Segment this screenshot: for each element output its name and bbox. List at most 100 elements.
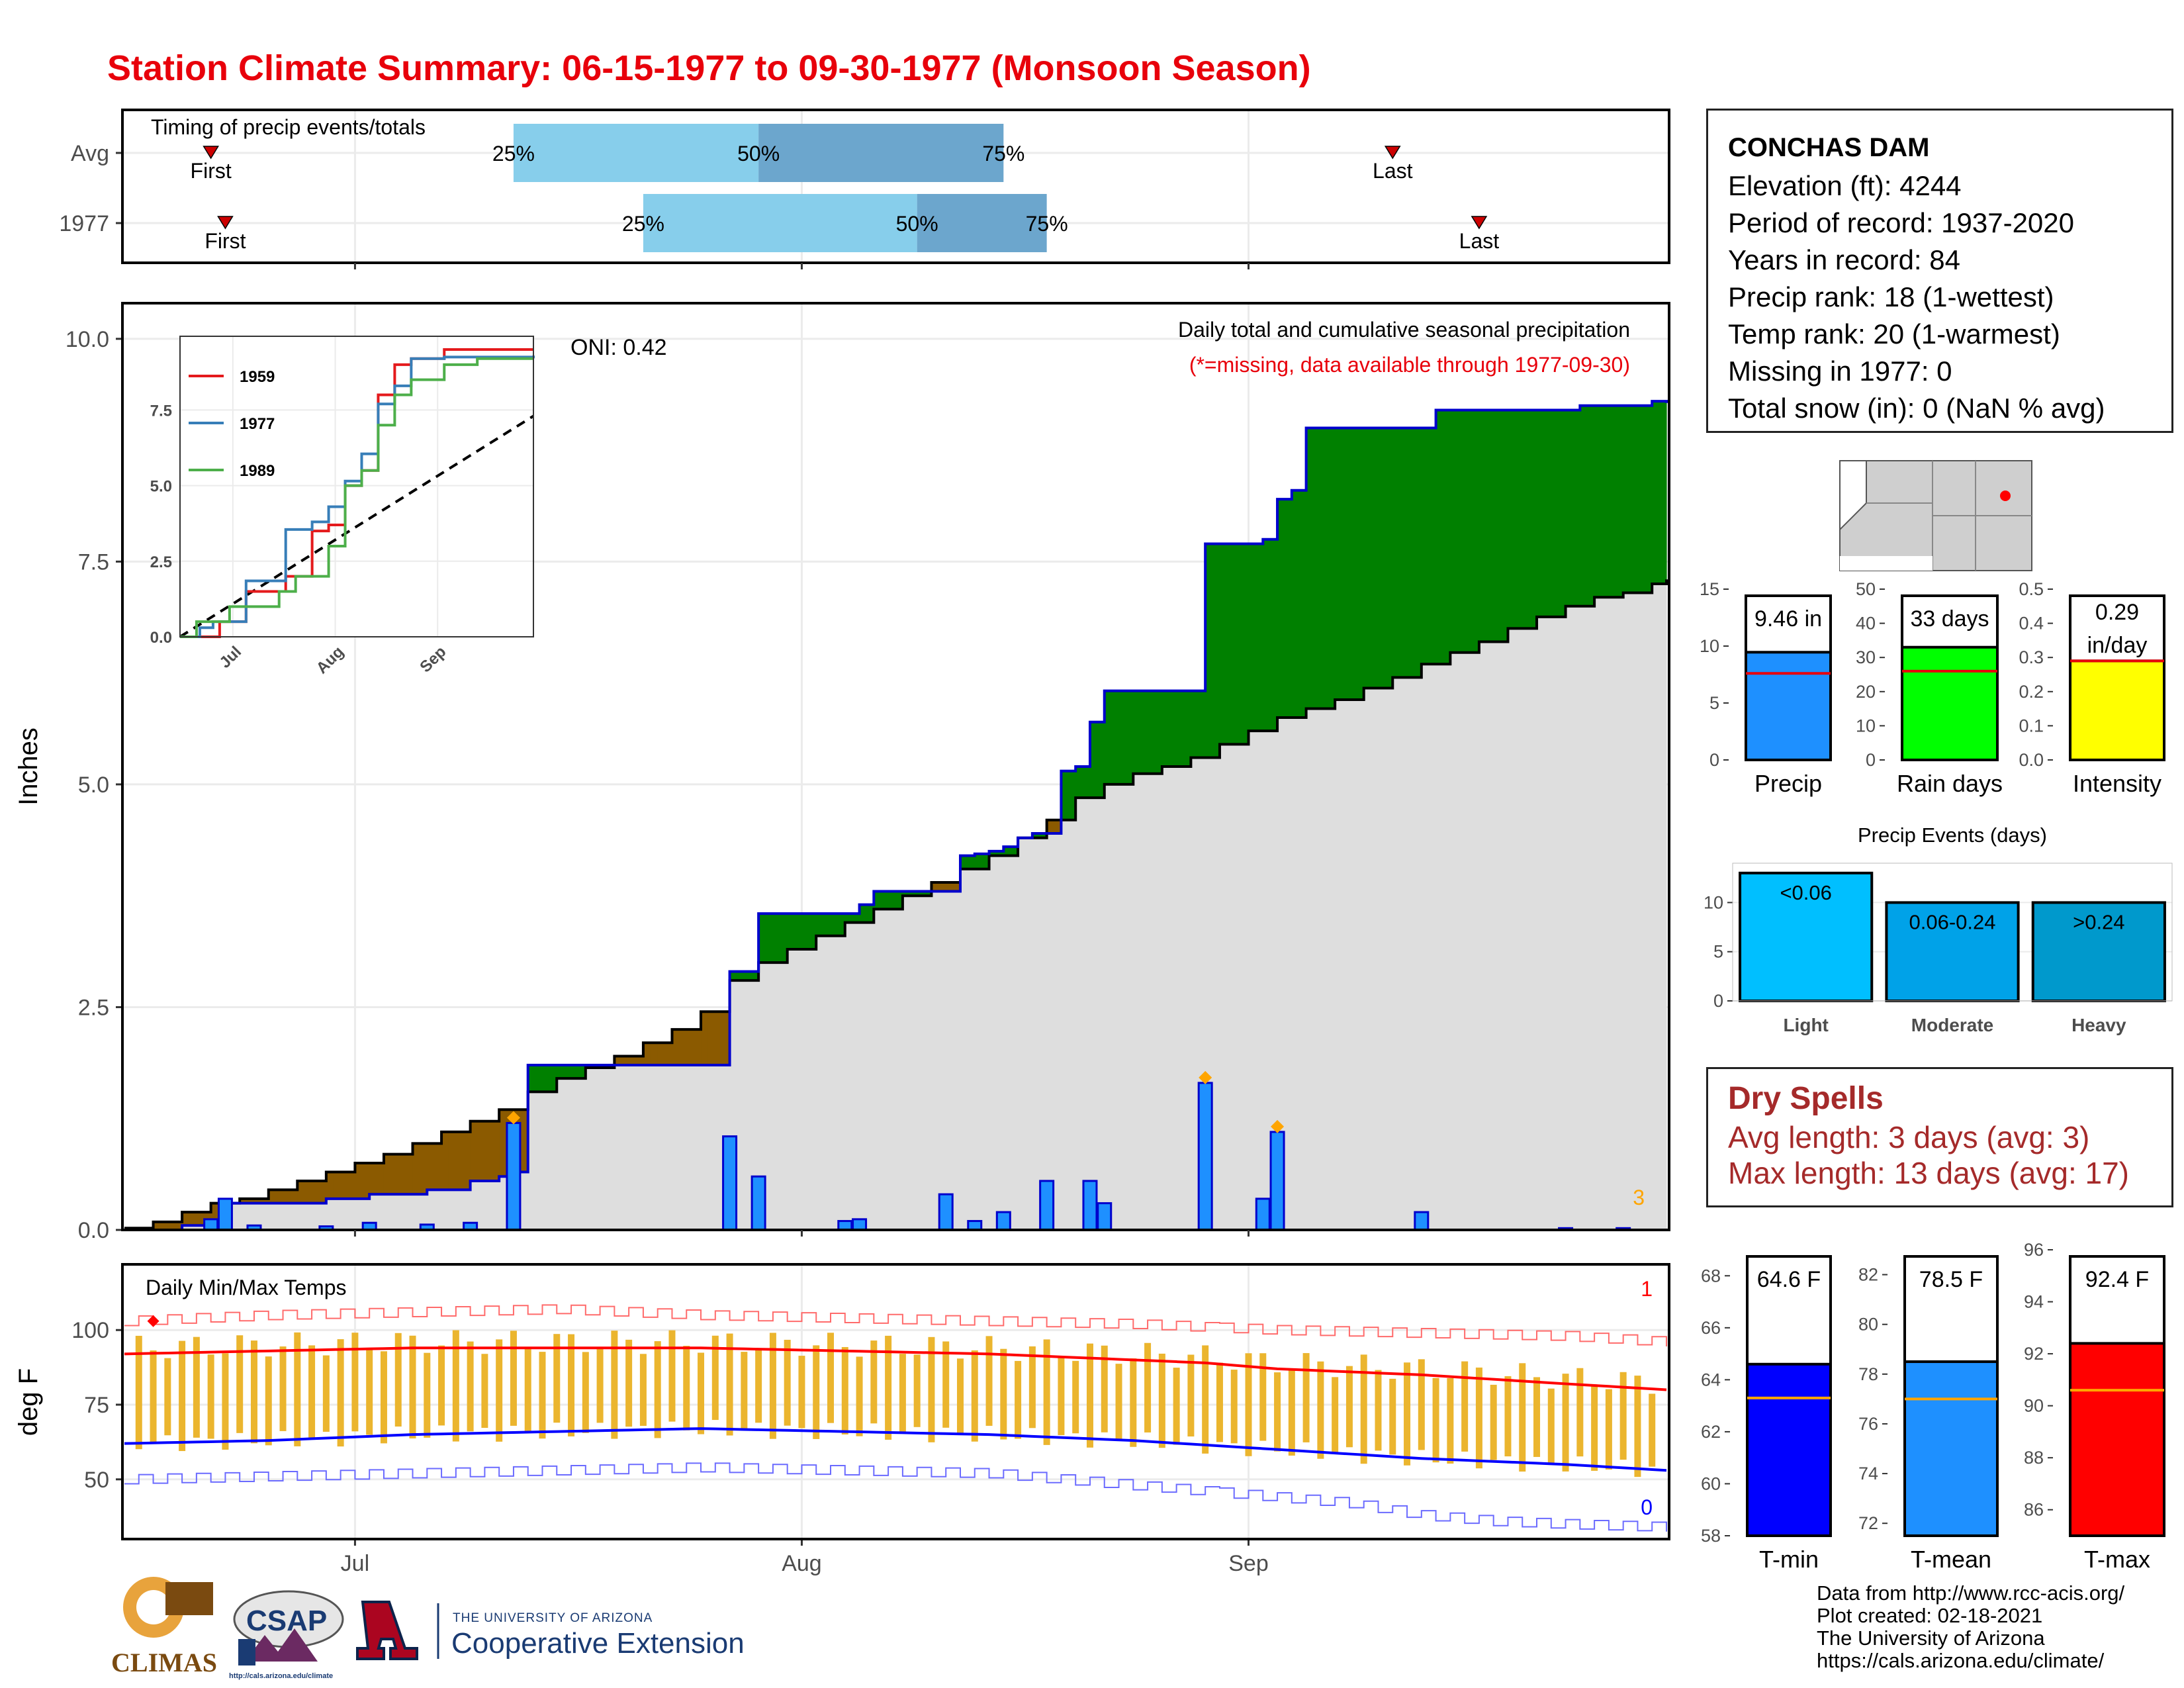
precip-normal-fill bbox=[1428, 664, 1437, 1230]
inset-legend-label: 1977 bbox=[240, 415, 275, 433]
precip-below-fill bbox=[441, 1131, 449, 1190]
precip-normal-fill bbox=[766, 962, 774, 1230]
precip-below-fill bbox=[953, 882, 961, 892]
precip-normal-fill bbox=[1320, 708, 1328, 1230]
temp-y-tick-label: 50 bbox=[84, 1468, 109, 1493]
precip-above-fill bbox=[1385, 428, 1393, 688]
precip-daily-bar bbox=[967, 1220, 983, 1231]
events-title: Precip Events (days) bbox=[1858, 823, 2047, 847]
precip-daily-bar bbox=[751, 1175, 766, 1231]
stat-panel-0-value-label: 9.46 in bbox=[1754, 606, 1822, 632]
precip-normal-fill bbox=[420, 1194, 428, 1230]
precip-normal-fill bbox=[1443, 664, 1451, 1230]
events-bar-label: 0.06-0.24 bbox=[1909, 910, 1996, 933]
precip-below-fill bbox=[520, 1109, 529, 1172]
precip-normal-fill bbox=[1054, 833, 1062, 1230]
timing-p50-label: 50% bbox=[737, 142, 780, 165]
inset-series-line bbox=[180, 357, 533, 638]
events-tick-label: 5 bbox=[1713, 942, 1723, 962]
precip-below-fill bbox=[946, 882, 954, 892]
inset-y-tick-label: 7.5 bbox=[150, 402, 172, 420]
precip-normal-fill bbox=[1039, 837, 1048, 1230]
precip-above-fill bbox=[1298, 490, 1307, 718]
precip-normal-fill bbox=[1608, 597, 1617, 1230]
temp-stat-panel-0-tick-label: 64 bbox=[1701, 1370, 1721, 1389]
temp-record-high-marker bbox=[147, 1315, 159, 1327]
precip-normal-fill bbox=[441, 1190, 449, 1230]
precip-above-fill bbox=[1234, 543, 1242, 745]
precip-normal-fill bbox=[787, 949, 796, 1230]
temp-daily-range-bar bbox=[380, 1351, 387, 1444]
precip-normal-fill bbox=[1255, 731, 1263, 1230]
precip-above-fill bbox=[895, 891, 903, 910]
temp-daily-range-bar bbox=[985, 1336, 993, 1426]
temp-daily-range-bar bbox=[279, 1346, 287, 1431]
precip-above-fill bbox=[542, 1064, 550, 1092]
precip-above-fill bbox=[1572, 410, 1580, 606]
precip-below-fill bbox=[636, 1056, 644, 1065]
precip-above-fill bbox=[1594, 405, 1602, 598]
timing-first-marker bbox=[203, 146, 219, 160]
precip-above-fill bbox=[902, 891, 911, 896]
precip-normal-fill bbox=[636, 1064, 644, 1230]
precip-normal-fill bbox=[809, 949, 817, 1230]
precip-normal-fill bbox=[578, 1078, 586, 1230]
temp-daily-range-bar bbox=[1519, 1363, 1526, 1472]
temp-stat-panel-0-tick-label: 68 bbox=[1701, 1266, 1721, 1286]
temp-stat-panel-0-bar bbox=[1746, 1362, 1832, 1538]
timing-p25-label: 25% bbox=[622, 212, 664, 236]
precip-normal-fill bbox=[340, 1198, 349, 1230]
temp-daily-range-bar bbox=[1173, 1368, 1180, 1445]
precip-below-fill bbox=[275, 1190, 284, 1203]
precip-normal-fill bbox=[1046, 833, 1055, 1230]
precip-below-fill bbox=[621, 1056, 629, 1065]
precip-normal-fill bbox=[398, 1194, 406, 1230]
precip-above-fill bbox=[852, 914, 860, 923]
precip-below-fill bbox=[463, 1131, 471, 1190]
precip-normal-fill bbox=[823, 935, 831, 1230]
station-temp-rank: Temp rank: 20 (1-warmest) bbox=[1728, 318, 2060, 350]
precip-above-fill bbox=[1450, 410, 1458, 653]
precip-above-fill bbox=[823, 914, 831, 936]
precip-above-fill bbox=[974, 853, 983, 869]
temp-daily-range-bar bbox=[942, 1341, 950, 1428]
inset-y-tick-label: 0.0 bbox=[150, 629, 172, 647]
precip-normal-fill bbox=[1270, 731, 1278, 1230]
precip-below-fill bbox=[938, 882, 946, 892]
temp-daily-range-bar bbox=[179, 1340, 186, 1452]
temp-daily-range-bar bbox=[236, 1335, 244, 1433]
temp-daily-range-bar bbox=[1461, 1361, 1469, 1452]
precip-normal-fill bbox=[484, 1180, 492, 1230]
precip-above-fill bbox=[989, 851, 997, 856]
timing-panel-label: Timing of precip events/totals bbox=[151, 115, 426, 139]
precip-above-fill bbox=[1212, 543, 1220, 758]
precip-normal-fill bbox=[1083, 798, 1091, 1230]
precip-above-fill bbox=[1126, 690, 1134, 784]
precip-above-fill bbox=[1205, 543, 1213, 758]
precip-y-tick-label: 7.5 bbox=[78, 549, 109, 575]
inset-legend-label: 1989 bbox=[240, 462, 275, 480]
precip-normal-fill bbox=[1291, 717, 1300, 1230]
precip-y-axis-label: Inches bbox=[14, 727, 43, 806]
precip-below-fill bbox=[240, 1198, 248, 1203]
precip-below-fill bbox=[470, 1121, 478, 1181]
stat-panel-2-tick-label: 0.3 bbox=[2019, 647, 2044, 667]
stat-panel-2-bar bbox=[2069, 659, 2165, 761]
precip-above-fill bbox=[1479, 410, 1487, 642]
temp-daily-range-bar bbox=[1259, 1353, 1267, 1441]
precip-above-fill bbox=[1508, 410, 1516, 629]
precip-normal-fill bbox=[377, 1194, 385, 1230]
precip-above-fill bbox=[751, 971, 759, 981]
temp-daily-range-bar bbox=[568, 1334, 575, 1436]
precip-below-fill bbox=[650, 1043, 659, 1065]
precip-normal-fill bbox=[794, 949, 803, 1230]
precip-daily-bar bbox=[1097, 1202, 1113, 1231]
precip-above-fill bbox=[772, 914, 781, 963]
precip-normal-fill bbox=[499, 1176, 507, 1230]
precip-above-fill bbox=[527, 1064, 536, 1092]
precip-below-fill bbox=[153, 1221, 161, 1230]
temp-daily-range-bar bbox=[813, 1345, 820, 1439]
temp-daily-range-bar bbox=[1432, 1378, 1439, 1463]
precip-normal-fill bbox=[1263, 731, 1271, 1230]
